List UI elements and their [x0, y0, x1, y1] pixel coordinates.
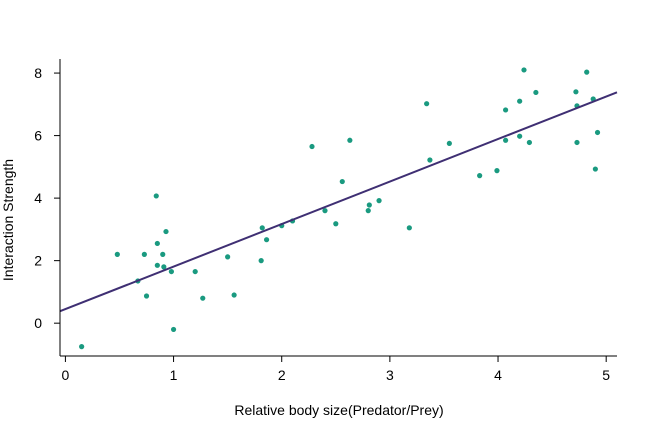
y-tick-label: 8 — [34, 65, 42, 81]
data-point — [263, 237, 270, 243]
data-point — [494, 168, 500, 174]
axes: 0 1 2 3 4 5 0 2 4 6 8 — [34, 59, 617, 383]
data-point — [154, 240, 160, 247]
data-point — [192, 268, 198, 275]
y-axis-title: Interaction Strength — [0, 159, 16, 281]
data-point — [258, 258, 264, 264]
data-point — [573, 89, 579, 95]
data-point — [584, 69, 590, 75]
y-tick-label: 6 — [34, 128, 42, 144]
data-point — [594, 129, 601, 136]
data-point — [406, 225, 412, 231]
data-point — [446, 140, 452, 147]
x-tick-label: 2 — [278, 367, 286, 383]
data-point — [309, 143, 315, 150]
x-axis-ticks: 0 1 2 3 4 5 — [62, 356, 610, 383]
data-point — [161, 264, 167, 270]
data-point — [424, 101, 430, 107]
data-point — [225, 254, 231, 260]
data-point — [517, 133, 523, 139]
data-point — [521, 67, 527, 73]
regression-line — [59, 91, 618, 313]
y-tick-label: 4 — [34, 190, 42, 206]
data-point — [533, 89, 539, 96]
data-point — [160, 251, 166, 257]
x-axis-title: Relative body size(Predator/Prey) — [234, 402, 443, 418]
data-point — [574, 139, 580, 146]
data-point — [427, 157, 433, 163]
data-point — [517, 98, 523, 104]
data-point — [153, 193, 159, 199]
data-point — [592, 166, 598, 172]
data-point — [163, 228, 169, 235]
x-tick-label: 3 — [386, 367, 394, 383]
x-tick-label: 0 — [62, 367, 70, 383]
data-point — [333, 221, 339, 227]
y-axis-ticks: 0 2 4 6 8 — [34, 65, 60, 331]
x-tick-label: 1 — [170, 367, 178, 383]
x-tick-label: 4 — [494, 367, 502, 383]
data-point — [376, 198, 382, 204]
regression-line-group — [59, 91, 618, 313]
data-point — [141, 251, 147, 257]
data-point — [79, 344, 85, 350]
data-point — [170, 326, 177, 333]
data-point — [200, 295, 206, 301]
data-point — [366, 202, 372, 208]
data-point — [477, 173, 483, 179]
x-tick-label: 5 — [602, 367, 610, 383]
data-point — [231, 292, 237, 298]
data-point — [339, 178, 345, 185]
data-point — [526, 139, 532, 146]
scatter-points — [79, 67, 601, 350]
y-tick-label: 2 — [34, 253, 42, 269]
data-point — [322, 208, 328, 214]
data-point — [154, 262, 160, 268]
data-point — [143, 293, 150, 299]
data-point — [114, 251, 120, 257]
data-point — [365, 208, 371, 214]
y-tick-label: 0 — [34, 315, 42, 331]
data-point — [503, 107, 509, 113]
data-point — [347, 137, 353, 143]
data-point — [503, 137, 509, 143]
data-point — [168, 268, 174, 275]
data-point — [259, 225, 265, 231]
